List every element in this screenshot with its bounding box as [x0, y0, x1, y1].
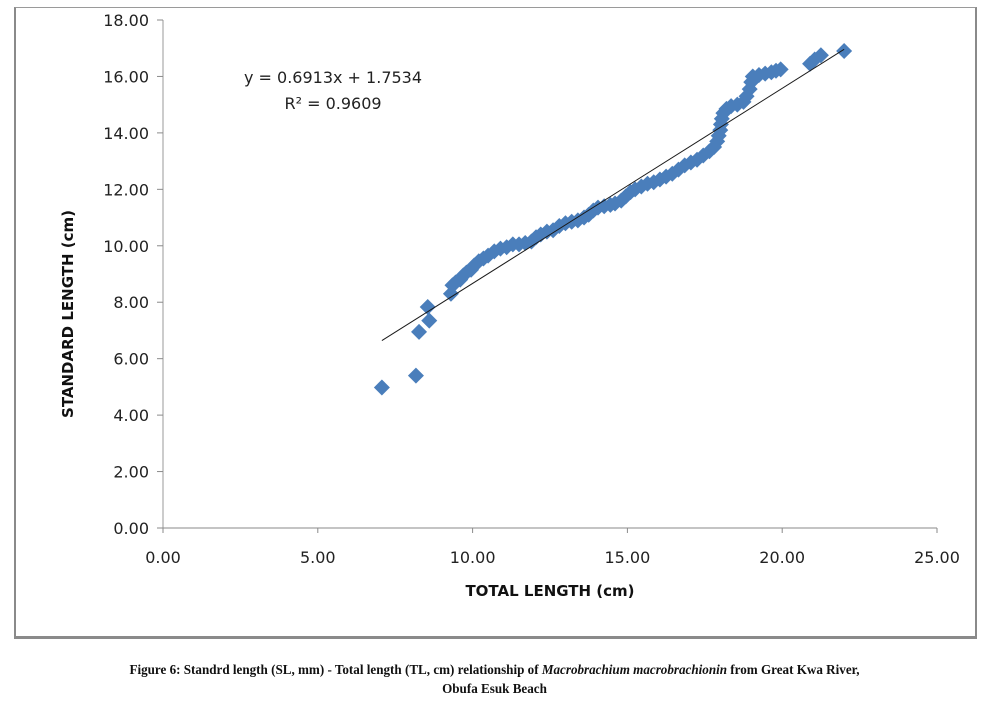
data-point: [812, 47, 829, 64]
trendline-r2: R² = 0.9609: [284, 94, 381, 113]
y-tick-label: 12.00: [103, 180, 149, 199]
data-points: [373, 43, 853, 396]
y-tick-label: 18.00: [103, 11, 149, 30]
x-tick-label: 20.00: [759, 548, 805, 567]
figure-caption: Figure 6: Standrd length (SL, mm) - Tota…: [15, 660, 974, 698]
y-tick-label: 4.00: [113, 406, 149, 425]
caption-prefix: Figure 6: Standrd length (SL, mm) - Tota…: [129, 662, 542, 677]
x-axis-title: TOTAL LENGTH (cm): [465, 582, 634, 600]
y-tick-label: 10.00: [103, 237, 149, 256]
data-point: [419, 299, 436, 316]
x-tick-label: 5.00: [300, 548, 336, 567]
y-tick-label: 2.00: [113, 463, 149, 482]
data-point: [373, 379, 390, 396]
x-tick-label: 10.00: [450, 548, 496, 567]
data-point: [772, 61, 789, 78]
y-axis-title: STANDARD LENGTH (cm): [59, 210, 77, 418]
caption-line2: Obufa Esuk Beach: [442, 681, 547, 696]
y-tick-label: 14.00: [103, 124, 149, 143]
data-point: [836, 43, 853, 60]
axes: 0.00 5.00 10.00 15.00 20.00 25.00 0.00 2.00 4.0…: [103, 11, 960, 567]
chart-frame: [14, 7, 977, 639]
data-point: [421, 312, 438, 329]
data-point: [411, 323, 428, 340]
scatter-plot: 0.00 5.00 10.00 15.00 20.00 25.00 0.00 2.00 4.0…: [59, 11, 960, 600]
caption-suffix: from Great Kwa River,: [727, 662, 860, 677]
caption-species: Macrobrachium macrobrachionin: [541, 662, 728, 677]
x-tick-label: 15.00: [604, 548, 650, 567]
y-tick-label: 0.00: [113, 519, 149, 538]
y-tick-label: 6.00: [113, 350, 149, 369]
data-point: [407, 367, 424, 384]
trendline: [381, 48, 845, 342]
trendline-equation: y = 0.6913x + 1.7534: [244, 68, 422, 87]
x-tick-label: 25.00: [914, 548, 960, 567]
x-tick-label: 0.00: [145, 548, 181, 567]
y-tick-label: 8.00: [113, 293, 149, 312]
y-tick-label: 16.00: [103, 67, 149, 86]
